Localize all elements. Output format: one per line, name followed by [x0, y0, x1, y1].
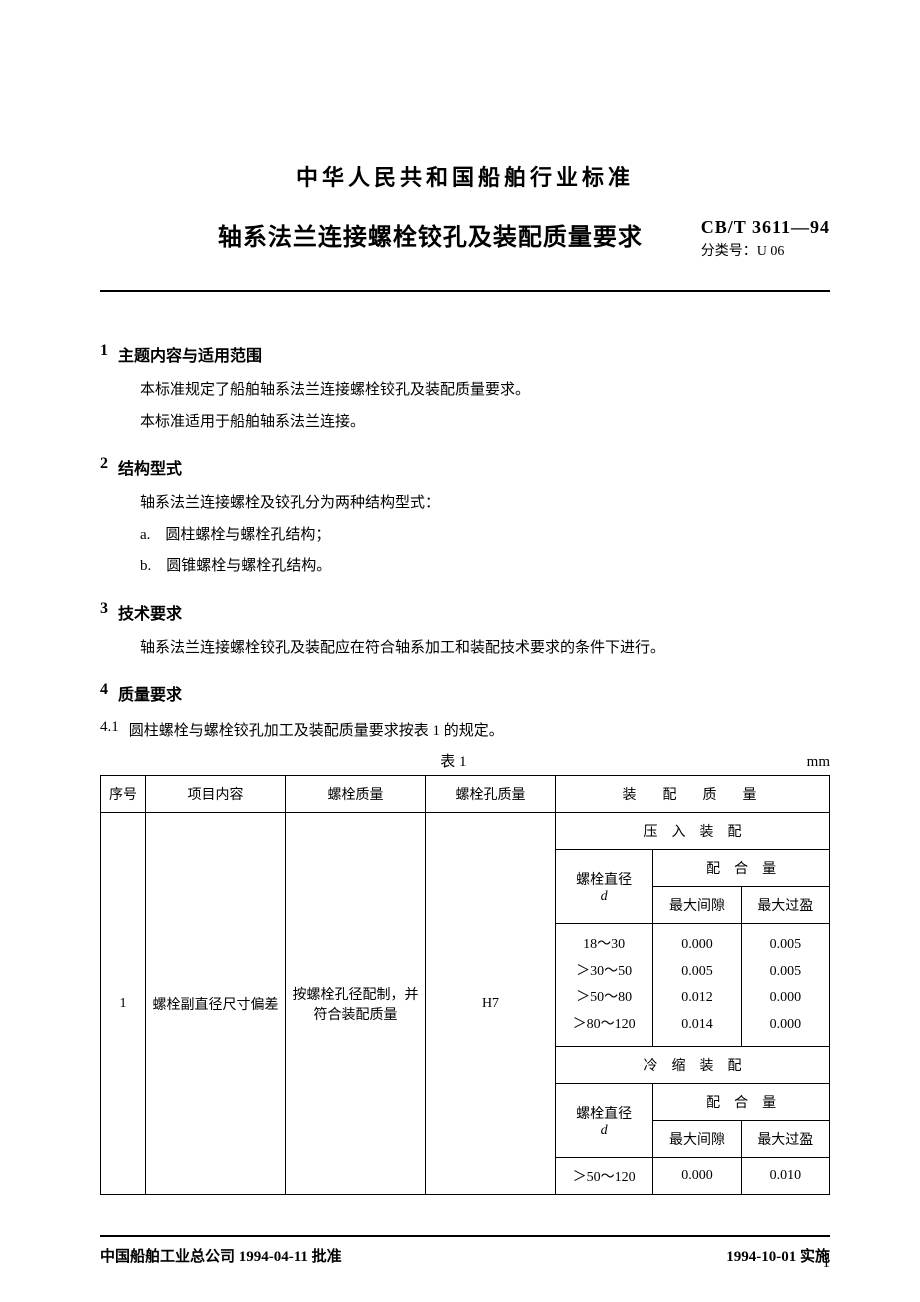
table-caption-row: 表 1 mm	[100, 750, 830, 771]
footer-approved: 中国船舶工业总公司 1994-04-11 批准	[100, 1245, 342, 1266]
press-int-0: 0.005	[770, 937, 802, 952]
cell-bolt-dia-shrink: 螺栓直径 d	[556, 1084, 653, 1158]
para-1a: 本标准规定了船舶轴系法兰连接螺栓铰孔及装配质量要求。	[140, 378, 830, 404]
cell-shrink-fit-header: 冷 缩 装 配	[556, 1047, 830, 1084]
cell-item: 螺栓副直径尺寸偏差	[146, 813, 286, 1195]
table-unit: mm	[807, 754, 830, 771]
section-3-title: 技术要求	[118, 600, 182, 624]
cell-bolt-dia-press: 螺栓直径 d	[556, 850, 653, 924]
para-2c: b. 圆锥螺栓与螺栓孔结构。	[140, 554, 830, 580]
table-caption: 表 1	[100, 750, 807, 771]
section-2-heading: 2 结构型式	[100, 455, 830, 479]
bolt-dia-label-shrink: 螺栓直径	[576, 1107, 632, 1122]
press-range-2: ＞50～80	[576, 990, 632, 1005]
cell-bolt-quality: 按螺栓孔径配制，并符合装配质量	[286, 813, 426, 1195]
th-item: 项目内容	[146, 776, 286, 813]
th-hole-quality: 螺栓孔质量	[426, 776, 556, 813]
table-row: 1 螺栓副直径尺寸偏差 按螺栓孔径配制，并符合装配质量 H7 压 入 装 配	[101, 813, 830, 850]
section-4-1: 4.1 圆柱螺栓与螺栓铰孔加工及装配质量要求按表 1 的规定。	[100, 719, 830, 740]
press-range-1: ＞30～50	[576, 964, 632, 979]
para-2b: a. 圆柱螺栓与螺栓孔结构；	[140, 523, 830, 549]
para-1b: 本标准适用于船舶轴系法兰连接。	[140, 410, 830, 436]
super-title: 中华人民共和国船舶行业标准	[100, 160, 830, 192]
section-4-1-title: 圆柱螺栓与螺栓铰孔加工及装配质量要求按表 1 的规定。	[129, 719, 504, 740]
press-range-0: 18～30	[583, 937, 625, 952]
cell-hole-quality: H7	[426, 813, 556, 1195]
bolt-dia-symbol: d	[601, 889, 608, 904]
section-1-title: 主题内容与适用范围	[118, 342, 262, 366]
press-gap-1: 0.005	[681, 964, 713, 979]
cell-max-int-label-press: 最大过盈	[741, 887, 829, 924]
header-row: 轴系法兰连接螺栓铰孔及装配质量要求 CB/T 3611—94 分类号：U 06	[100, 217, 830, 260]
standard-code: CB/T 3611—94	[701, 217, 830, 238]
cell-max-gap-label-shrink: 最大间隙	[653, 1121, 741, 1158]
press-int-3: 0.000	[770, 1017, 802, 1032]
cell-press-ranges: 18～30 ＞30～50 ＞50～80 ＞80～120	[556, 924, 653, 1047]
section-1-num: 1	[100, 342, 108, 366]
cell-max-int-label-shrink: 最大过盈	[741, 1121, 829, 1158]
section-2-num: 2	[100, 455, 108, 479]
press-int-1: 0.005	[770, 964, 802, 979]
press-range-3: ＞80～120	[573, 1017, 636, 1032]
cell-shrink-range: ＞50～120	[556, 1158, 653, 1195]
section-2-title: 结构型式	[118, 455, 182, 479]
section-4-num: 4	[100, 681, 108, 705]
classification-code: U 06	[757, 244, 785, 259]
page-number: 1	[823, 1255, 831, 1272]
table-1: 序号 项目内容 螺栓质量 螺栓孔质量 装 配 质 量 1 螺栓副直径尺寸偏差 按…	[100, 775, 830, 1195]
press-gap-0: 0.000	[681, 937, 713, 952]
cell-shrink-max-int: 0.010	[741, 1158, 829, 1195]
press-gap-2: 0.012	[681, 990, 713, 1005]
para-3a: 轴系法兰连接螺栓铰孔及装配应在符合轴系加工和装配技术要求的条件下进行。	[140, 636, 830, 662]
section-3-heading: 3 技术要求	[100, 600, 830, 624]
cell-press-max-gap: 0.000 0.005 0.012 0.014	[653, 924, 741, 1047]
main-title: 轴系法兰连接螺栓铰孔及装配质量要求	[160, 217, 701, 252]
classification: 分类号：U 06	[701, 240, 830, 260]
cell-seq: 1	[101, 813, 146, 1195]
cell-shrink-max-gap: 0.000	[653, 1158, 741, 1195]
th-bolt-quality: 螺栓质量	[286, 776, 426, 813]
th-seq: 序号	[101, 776, 146, 813]
divider-top	[100, 290, 830, 292]
section-4-heading: 4 质量要求	[100, 681, 830, 705]
classification-label: 分类号：	[701, 244, 757, 259]
th-assembly-quality: 装 配 质 量	[556, 776, 830, 813]
footer: 中国船舶工业总公司 1994-04-11 批准 1994-10-01 实施	[100, 1235, 830, 1266]
section-4-title: 质量要求	[118, 681, 182, 705]
cell-press-max-int: 0.005 0.005 0.000 0.000	[741, 924, 829, 1047]
cell-fit-qty-shrink: 配 合 量	[653, 1084, 830, 1121]
cell-fit-qty-press: 配 合 量	[653, 850, 830, 887]
para-2a: 轴系法兰连接螺栓及铰孔分为两种结构型式：	[140, 491, 830, 517]
cell-press-fit-header: 压 入 装 配	[556, 813, 830, 850]
bolt-dia-symbol-shrink: d	[601, 1123, 608, 1138]
cell-max-gap-label-press: 最大间隙	[653, 887, 741, 924]
press-int-2: 0.000	[770, 990, 802, 1005]
footer-effective: 1994-10-01 实施	[726, 1245, 830, 1266]
table-header-row: 序号 项目内容 螺栓质量 螺栓孔质量 装 配 质 量	[101, 776, 830, 813]
section-1-heading: 1 主题内容与适用范围	[100, 342, 830, 366]
press-gap-3: 0.014	[681, 1017, 713, 1032]
section-3-num: 3	[100, 600, 108, 624]
header-meta: CB/T 3611—94 分类号：U 06	[701, 217, 830, 260]
section-4-1-num: 4.1	[100, 719, 119, 740]
bolt-dia-label: 螺栓直径	[576, 873, 632, 888]
